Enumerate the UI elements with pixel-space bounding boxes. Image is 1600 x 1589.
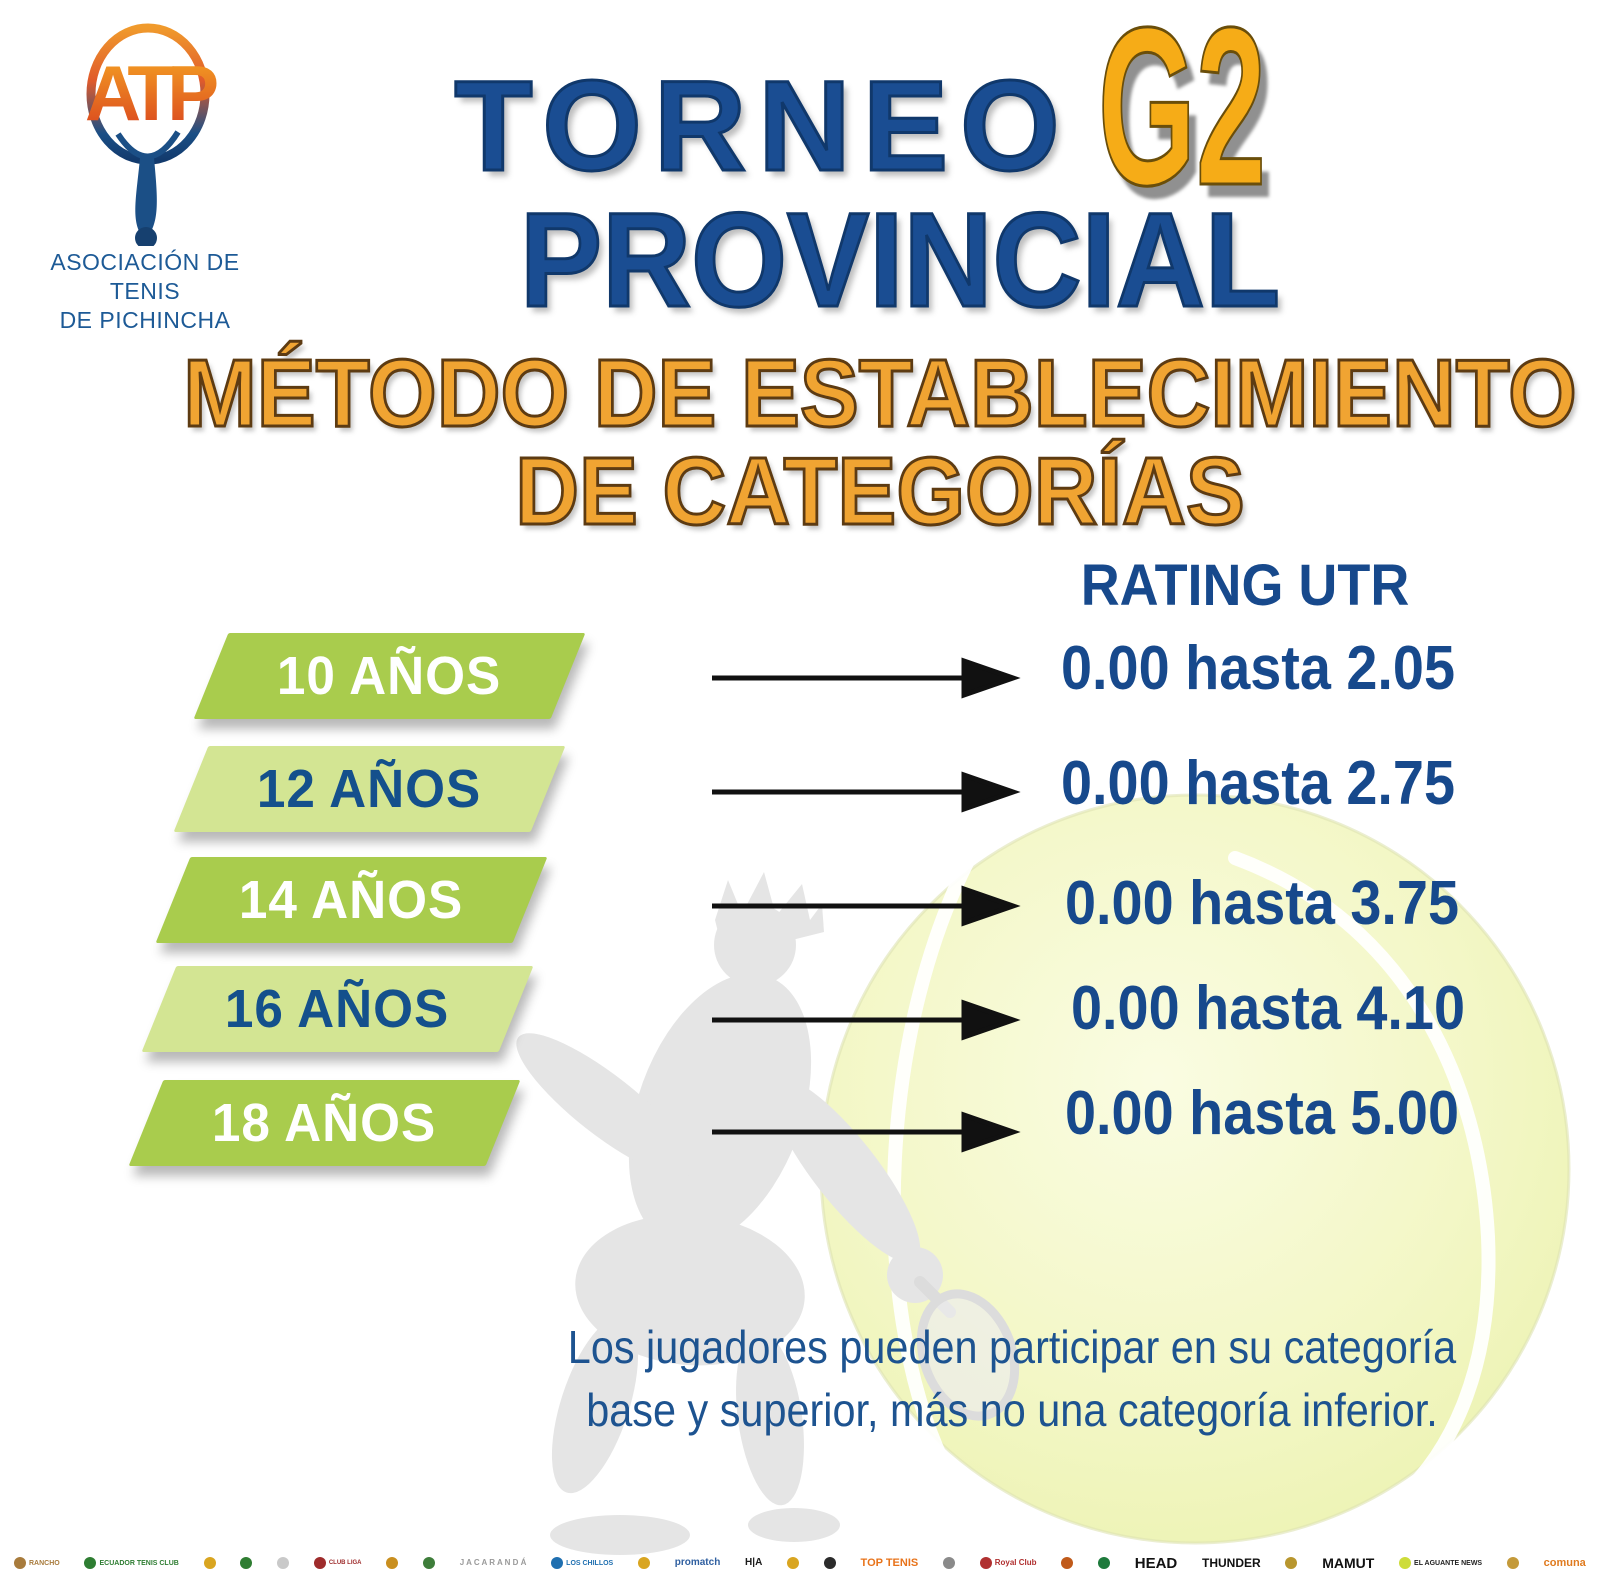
category-label: 10 AÑOS (277, 646, 502, 706)
rating-value-16: 0.00 hasta 4.10 (1070, 974, 1465, 1043)
sponsor-logo-27: comuna (1543, 1556, 1586, 1569)
sponsor-label: EL AGUANTE NEWS (1414, 1559, 1483, 1567)
sponsor-label: H|A (745, 1557, 763, 1568)
sponsor-logo-13: H|A (745, 1558, 762, 1568)
category-banner-10: 10 AÑOS (193, 633, 586, 719)
sponsor-mark-icon (1098, 1557, 1110, 1569)
sponsor-logo-8 (423, 1557, 435, 1569)
sponsor-mark-icon (14, 1557, 26, 1569)
sponsor-mark-icon (313, 1557, 326, 1569)
rating-value-14: 0.00 hasta 3.75 (1064, 869, 1459, 938)
sponsor-mark-icon (551, 1557, 564, 1569)
sponsor-mark-icon (277, 1557, 290, 1569)
sponsor-label: MAMUT (1322, 1555, 1375, 1571)
sponsor-logo-19 (1061, 1557, 1074, 1569)
sponsor-label: Royal Club (994, 1558, 1037, 1567)
subtitle-line2: DE CATEGORÍAS (514, 438, 1246, 545)
sponsor-mark-icon (942, 1557, 955, 1569)
sponsor-logo-21: HEAD (1135, 1556, 1178, 1571)
sponsor-mark-icon (637, 1557, 650, 1569)
sponsor-label: HEAD (1134, 1554, 1178, 1572)
sponsor-logo-3 (203, 1557, 216, 1569)
sponsor-logo-6: CLUB LIGA (313, 1557, 362, 1569)
title-g2-badge: G2 (1097, 0, 1267, 232)
sponsor-label: THUNDER (1202, 1556, 1261, 1570)
sponsor-label: RANCHO (29, 1559, 60, 1567)
sponsor-logo-1: RANCHO (14, 1557, 60, 1569)
rating-value-10: 0.00 hasta 2.05 (1060, 634, 1455, 703)
sponsor-logo-24: MAMUT (1322, 1556, 1374, 1570)
sponsor-logo-15 (823, 1557, 836, 1569)
sponsor-label: CLUB LIGA (328, 1560, 362, 1566)
sponsor-mark-icon (84, 1557, 97, 1569)
sponsor-logo-14 (787, 1557, 800, 1569)
category-label: 12 AÑOS (257, 759, 482, 819)
racket-logo-icon: ATP (85, 23, 225, 246)
sponsor-logo-5 (277, 1557, 290, 1569)
title-provincial: PROVINCIAL (518, 186, 1281, 335)
sponsor-strip: RANCHO ECUADOR TENIS CLUB CLUB LIGA J A C A… (0, 1537, 1600, 1589)
sponsor-label: promatch (674, 1557, 721, 1568)
svg-text:ATP: ATP (85, 49, 217, 137)
note-line2: base y superior, más no una categoría in… (586, 1384, 1438, 1436)
racket-silhouette (914, 1276, 1020, 1421)
sponsor-mark-icon (240, 1557, 253, 1569)
sponsor-mark-icon (979, 1557, 992, 1569)
sponsor-logo-4 (240, 1557, 253, 1569)
category-label: 14 AÑOS (239, 870, 464, 930)
category-banner-14: 14 AÑOS (155, 857, 548, 943)
rating-value-18: 0.00 hasta 5.00 (1064, 1079, 1459, 1148)
title-torneo: TORNEO (453, 55, 1072, 198)
sponsor-label: ECUADOR TENIS CLUB (99, 1559, 179, 1567)
sponsor-label: J A C A R A N D Á (459, 1558, 527, 1567)
sponsor-logo-26 (1506, 1557, 1519, 1569)
arrow-icon (712, 657, 1021, 699)
rating-value-12: 0.00 hasta 2.75 (1060, 749, 1455, 818)
sponsor-logo-23 (1285, 1557, 1298, 1569)
sponsor-mark-icon (1399, 1557, 1412, 1569)
category-banner-18: 18 AÑOS (128, 1080, 521, 1166)
sponsor-mark-icon (386, 1557, 399, 1569)
subtitle-line1: MÉTODO DE ESTABLECIMIENTO (182, 340, 1578, 447)
sponsor-label: TOP TENIS (860, 1556, 919, 1569)
sponsor-logo-25: EL AGUANTE NEWS (1399, 1557, 1482, 1569)
sponsor-logo-12: promatch (675, 1558, 721, 1568)
sponsor-logo-2: ECUADOR TENIS CLUB (84, 1557, 179, 1569)
sponsor-logo-22: THUNDER (1202, 1557, 1261, 1569)
sponsor-label: LOS CHILLOS (566, 1559, 614, 1567)
sponsor-logo-16: TOP TENIS (860, 1556, 919, 1569)
tennis-player-silhouette (516, 872, 1020, 1555)
sponsor-logo-7 (386, 1557, 399, 1569)
sponsor-mark-icon (203, 1557, 216, 1569)
sponsor-mark-icon (787, 1557, 800, 1569)
category-banner-16: 16 AÑOS (141, 966, 534, 1052)
association-logo: ATP ASOCIACIÓN DE TENIS DE PICHINCHA (20, 14, 270, 335)
rating-utr-header: RATING UTR (1080, 553, 1410, 618)
sponsor-logo-11 (637, 1557, 650, 1569)
org-name-line1: ASOCIACIÓN DE TENIS (50, 249, 240, 304)
org-name-line2: DE PICHINCHA (59, 307, 231, 333)
sponsor-mark-icon (1061, 1557, 1074, 1569)
sponsor-logo-17 (942, 1557, 955, 1569)
sponsor-mark-icon (423, 1557, 435, 1569)
category-banner-12: 12 AÑOS (173, 746, 566, 832)
category-label: 18 AÑOS (212, 1093, 437, 1153)
sponsor-mark-icon (1285, 1557, 1298, 1569)
participation-note: Los jugadores pueden participar en su ca… (472, 1316, 1552, 1442)
sponsor-logo-20 (1098, 1557, 1110, 1569)
category-label: 16 AÑOS (225, 979, 450, 1039)
sponsor-logo-9: J A C A R A N D Á (460, 1559, 527, 1567)
sponsor-mark-icon (1506, 1557, 1519, 1569)
sponsor-label: comuna (1543, 1556, 1586, 1569)
note-line1: Los jugadores pueden participar en su ca… (567, 1321, 1457, 1373)
sponsor-logo-10: LOS CHILLOS (551, 1557, 613, 1569)
sponsor-logo-18: Royal Club (979, 1557, 1037, 1569)
org-name: ASOCIACIÓN DE TENIS DE PICHINCHA (20, 248, 270, 335)
sponsor-mark-icon (823, 1557, 836, 1569)
